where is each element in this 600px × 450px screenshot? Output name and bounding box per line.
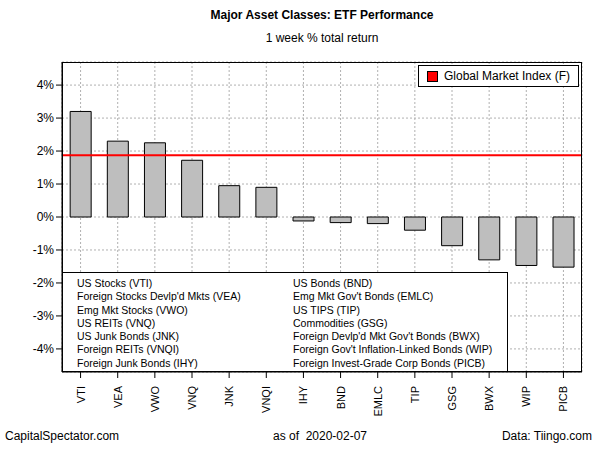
html-text:US Junk Bonds (JNK): US Junk Bonds (JNK) [77,330,180,343]
html-text:Foreign Stocks Devlp'd Mkts (V: Foreign Stocks Devlp'd Mkts (VEA) [77,290,241,303]
svg-text:TIP: TIP [409,386,421,403]
svg-text:BND: BND [335,386,347,409]
svg-text:EMLC: EMLC [372,386,384,417]
html-text:Foreign Gov't Inflation-Linked: Foreign Gov't Inflation-Linked Bonds (WI… [293,343,493,356]
html-text:Emg Mkt Gov't Bonds (EMLC): Emg Mkt Gov't Bonds (EMLC) [293,290,434,303]
html-text:Emg Mkt Stocks (VWO): Emg Mkt Stocks (VWO) [77,303,188,316]
svg-text:-4%: -4% [33,342,55,356]
svg-text:VEA: VEA [112,385,124,408]
html-text:1 week % total return: 1 week % total return [265,31,379,45]
svg-text:IHY: IHY [297,385,309,404]
svg-text:PICB: PICB [557,386,569,412]
svg-text:-2%: -2% [33,276,55,290]
html-text:Foreign Invest-Grade Corp Bond: Foreign Invest-Grade Corp Bonds (PICB) [293,356,485,369]
html-text:US Stocks (VTI): US Stocks (VTI) [77,277,153,289]
html-text:Global Market Index (F): Global Market Index (F) [444,69,570,83]
svg-text:VTI: VTI [75,386,87,403]
html-text:Foreign Junk Bonds (IHY): Foreign Junk Bonds (IHY) [77,356,198,369]
svg-text:-1%: -1% [33,243,55,257]
svg-text:1%: 1% [37,177,55,191]
html-text:Data: Tiingo.com: Data: Tiingo.com [502,429,592,443]
html-text:Commodities (GSG): Commodities (GSG) [293,316,388,329]
svg-text:WIP: WIP [520,386,532,407]
html-text:Foreign Devlp'd Mkt Gov't Bond: Foreign Devlp'd Mkt Gov't Bonds (BWX) [293,330,480,343]
html-text:US Bonds (BND): US Bonds (BND) [293,277,373,289]
svg-text:BWX: BWX [483,385,495,411]
svg-text:2%: 2% [37,144,55,158]
html-text:as of 2020-02-07: as of 2020-02-07 [273,429,367,443]
html-text:Major Asset Classes: ETF Perfo: Major Asset Classes: ETF Performance [210,8,434,22]
svg-text:-3%: -3% [33,309,55,323]
svg-text:0%: 0% [37,210,55,224]
html-text:CapitalSpectator.com: CapitalSpectator.com [5,429,120,443]
html-text:US TIPS (TIP): US TIPS (TIP) [293,303,360,316]
svg-text:GSG: GSG [446,386,458,410]
svg-text:VNQI: VNQI [260,386,272,413]
html-text:Foreign REITs (VNQI): Foreign REITs (VNQI) [77,343,180,356]
svg-text:4%: 4% [37,78,55,92]
svg-text:JNK: JNK [223,385,235,406]
html-text:US REITs (VNQ): US REITs (VNQ) [77,316,156,329]
svg-text:3%: 3% [37,111,55,125]
svg-text:VNQ: VNQ [186,386,198,410]
svg-text:VWO: VWO [149,386,161,413]
